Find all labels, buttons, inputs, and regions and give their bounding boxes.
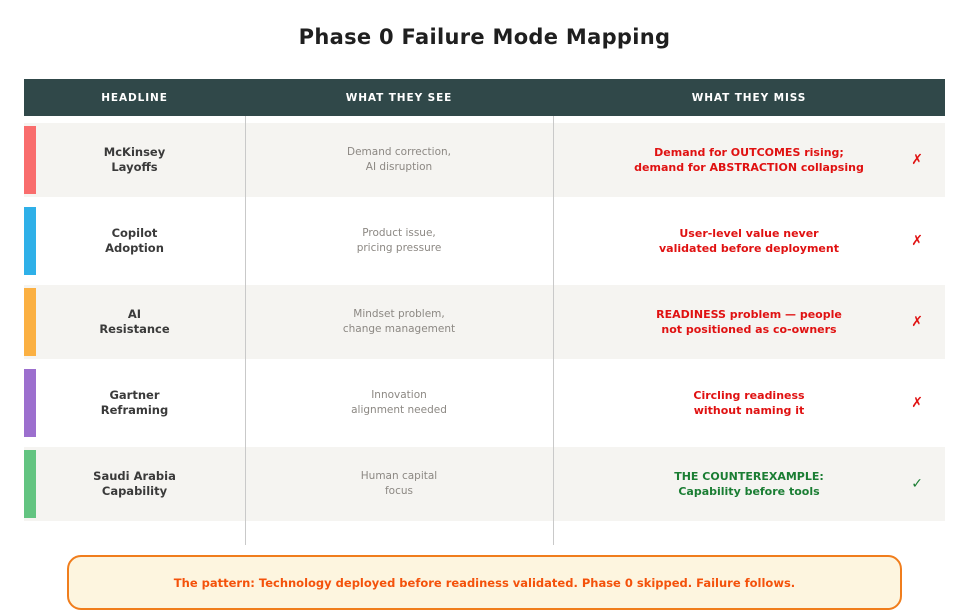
see-line: Mindset problem, bbox=[353, 308, 445, 321]
miss-line: Demand for OUTCOMES rising; bbox=[654, 145, 844, 159]
what-they-miss-cell: THE COUNTEREXAMPLE: Capability before to… bbox=[553, 447, 945, 521]
table-header-row: HEADLINE WHAT THEY SEE WHAT THEY MISS bbox=[24, 79, 945, 116]
column-header-headline: HEADLINE bbox=[101, 91, 168, 104]
miss-line: not positioned as co-owners bbox=[661, 323, 837, 336]
see-line: change management bbox=[342, 323, 456, 335]
headline-line: Copilot bbox=[111, 225, 158, 240]
headline-line: McKinsey bbox=[103, 144, 166, 159]
what-they-see-cell: Product issue, pricing pressure bbox=[245, 204, 553, 278]
headline-line: AI bbox=[127, 306, 142, 321]
fail-mark-icon: ✗ bbox=[911, 314, 923, 330]
miss-line: demand for ABSTRACTION collapsing bbox=[634, 161, 864, 174]
what-they-miss-cell: User-level value never validated before … bbox=[553, 204, 945, 278]
see-line: focus bbox=[384, 485, 414, 497]
what-they-miss-cell: Circling readiness without naming it bbox=[553, 366, 945, 440]
table-row-copilot-adoption: Copilot Adoption Product issue, pricing … bbox=[24, 204, 945, 278]
headline-line: Gartner bbox=[109, 387, 160, 402]
miss-line: Capability before tools bbox=[678, 485, 820, 498]
see-line: Innovation bbox=[371, 389, 427, 402]
row-accent-bar bbox=[24, 450, 36, 518]
column-header-what-they-see: WHAT THEY SEE bbox=[345, 91, 453, 104]
miss-line: without naming it bbox=[693, 404, 805, 417]
see-line: Demand correction, bbox=[347, 146, 451, 159]
headline-cell: Copilot Adoption bbox=[24, 204, 245, 278]
headline-line: Resistance bbox=[99, 322, 170, 336]
miss-line: Circling readiness bbox=[693, 388, 805, 402]
what-they-see-cell: Innovation alignment needed bbox=[245, 366, 553, 440]
row-accent-bar bbox=[24, 126, 36, 194]
headline-line: Saudi Arabia bbox=[93, 468, 176, 483]
pattern-summary-callout: The pattern: Technology deployed before … bbox=[67, 555, 902, 610]
headline-line: Capability bbox=[101, 484, 168, 498]
pass-mark-icon: ✓ bbox=[911, 476, 923, 492]
column-header-what-they-miss: WHAT THEY MISS bbox=[691, 91, 807, 104]
pattern-summary-text: The pattern: Technology deployed before … bbox=[173, 575, 796, 590]
fail-mark-icon: ✗ bbox=[911, 233, 923, 249]
headline-line: Reframing bbox=[100, 403, 169, 417]
table-row-ai-resistance: AI Resistance Mindset problem, change ma… bbox=[24, 285, 945, 359]
page-title: Phase 0 Failure Mode Mapping bbox=[298, 25, 671, 49]
see-line: pricing pressure bbox=[356, 242, 442, 254]
column-divider bbox=[245, 116, 246, 545]
table-row-mckinsey-layoffs: McKinsey Layoffs Demand correction, AI d… bbox=[24, 123, 945, 197]
fail-mark-icon: ✗ bbox=[911, 395, 923, 411]
what-they-see-cell: Human capital focus bbox=[245, 447, 553, 521]
miss-line: THE COUNTEREXAMPLE: bbox=[674, 469, 824, 483]
headline-cell: Gartner Reframing bbox=[24, 366, 245, 440]
what-they-see-cell: Demand correction, AI disruption bbox=[245, 123, 553, 197]
fail-mark-icon: ✗ bbox=[911, 152, 923, 168]
see-line: Product issue, bbox=[362, 227, 436, 240]
miss-line: User-level value never bbox=[679, 226, 819, 240]
headline-cell: McKinsey Layoffs bbox=[24, 123, 245, 197]
headline-cell: AI Resistance bbox=[24, 285, 245, 359]
see-line: AI disruption bbox=[365, 161, 433, 173]
see-line: alignment needed bbox=[351, 404, 447, 416]
table-row-gartner-reframing: Gartner Reframing Innovation alignment n… bbox=[24, 366, 945, 440]
table-row-saudi-arabia-capability: Saudi Arabia Capability Human capital fo… bbox=[24, 447, 945, 521]
headline-line: Layoffs bbox=[111, 160, 158, 174]
what-they-miss-cell: Demand for OUTCOMES rising; demand for A… bbox=[553, 123, 945, 197]
row-accent-bar bbox=[24, 288, 36, 356]
failure-mode-table: HEADLINE WHAT THEY SEE WHAT THEY MISS Mc… bbox=[24, 79, 945, 545]
row-accent-bar bbox=[24, 207, 36, 275]
miss-line: validated before deployment bbox=[659, 242, 839, 255]
column-divider bbox=[553, 116, 554, 545]
headline-line: Adoption bbox=[105, 241, 164, 255]
miss-line: READINESS problem — people bbox=[656, 307, 842, 321]
see-line: Human capital bbox=[360, 470, 438, 483]
headline-cell: Saudi Arabia Capability bbox=[24, 447, 245, 521]
row-accent-bar bbox=[24, 369, 36, 437]
what-they-see-cell: Mindset problem, change management bbox=[245, 285, 553, 359]
what-they-miss-cell: READINESS problem — people not positione… bbox=[553, 285, 945, 359]
